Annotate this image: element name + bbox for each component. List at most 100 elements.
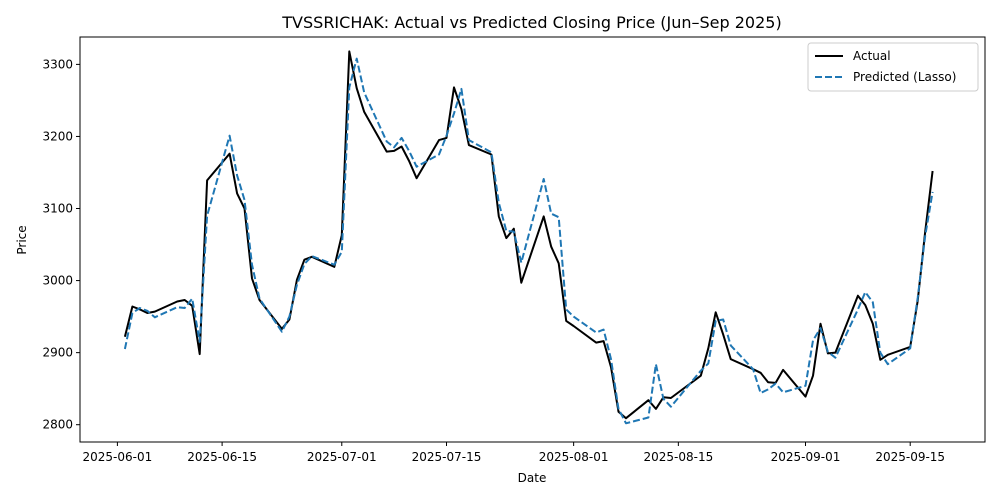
legend-box bbox=[807, 42, 979, 92]
data-point bbox=[505, 237, 507, 239]
data-point bbox=[356, 87, 358, 89]
data-point bbox=[647, 417, 649, 419]
data-point bbox=[363, 92, 365, 94]
plot-area bbox=[79, 36, 986, 443]
data-point bbox=[468, 139, 470, 141]
data-point bbox=[625, 422, 627, 424]
data-point bbox=[176, 301, 178, 303]
data-point bbox=[348, 86, 350, 88]
x-tick-label: 2025-09-15 bbox=[875, 450, 945, 464]
data-point bbox=[206, 215, 208, 217]
data-point bbox=[603, 329, 605, 331]
data-point bbox=[767, 381, 769, 383]
y-tick-label: 3300 bbox=[42, 57, 73, 71]
data-point bbox=[251, 277, 253, 279]
data-point bbox=[550, 213, 552, 215]
data-point bbox=[460, 88, 462, 90]
data-point bbox=[670, 406, 672, 408]
y-axis: 2800 2900 3000 3100 3200 3300 bbox=[42, 57, 80, 432]
data-point bbox=[700, 375, 702, 377]
data-point bbox=[199, 353, 201, 355]
data-point bbox=[730, 358, 732, 360]
data-point bbox=[408, 150, 410, 152]
data-point bbox=[834, 357, 836, 359]
data-point bbox=[131, 312, 133, 314]
data-point bbox=[154, 316, 156, 318]
data-point bbox=[191, 298, 193, 300]
data-point bbox=[236, 192, 238, 194]
data-point bbox=[827, 351, 829, 353]
y-tick-label: 3100 bbox=[42, 202, 73, 216]
data-point bbox=[603, 340, 605, 342]
data-point bbox=[618, 411, 620, 413]
data-point bbox=[393, 146, 395, 148]
data-point bbox=[520, 262, 522, 264]
data-point bbox=[206, 179, 208, 181]
data-point bbox=[670, 397, 672, 399]
series-layer bbox=[123, 50, 934, 425]
data-point bbox=[401, 137, 403, 139]
data-point bbox=[932, 170, 934, 172]
data-point bbox=[715, 311, 717, 313]
data-point bbox=[647, 399, 649, 401]
x-tick-label: 2025-06-01 bbox=[83, 450, 153, 464]
data-point bbox=[864, 291, 866, 293]
series-line-predicted bbox=[123, 57, 934, 425]
x-tick-label: 2025-07-15 bbox=[412, 450, 482, 464]
data-point bbox=[236, 174, 238, 176]
data-point bbox=[565, 320, 567, 322]
data-point bbox=[715, 320, 717, 322]
data-point bbox=[909, 347, 911, 349]
data-point bbox=[124, 348, 126, 350]
data-point bbox=[655, 363, 657, 365]
data-point bbox=[401, 146, 403, 148]
data-point bbox=[229, 153, 231, 155]
data-point bbox=[288, 316, 290, 318]
data-point bbox=[610, 358, 612, 360]
data-point bbox=[229, 135, 231, 137]
data-point bbox=[438, 139, 440, 141]
data-point bbox=[917, 297, 919, 299]
data-point bbox=[505, 230, 507, 232]
data-point bbox=[550, 246, 552, 248]
data-point bbox=[296, 284, 298, 286]
data-point bbox=[625, 417, 627, 419]
data-point bbox=[333, 264, 335, 266]
series-line-actual bbox=[123, 50, 934, 420]
data-point bbox=[498, 202, 500, 204]
data-point bbox=[887, 363, 889, 365]
data-point bbox=[363, 111, 365, 113]
data-point bbox=[259, 298, 261, 300]
data-point bbox=[438, 154, 440, 156]
data-point bbox=[924, 235, 926, 237]
data-point bbox=[520, 282, 522, 284]
data-point bbox=[490, 151, 492, 153]
data-point bbox=[468, 144, 470, 146]
data-point bbox=[386, 151, 388, 153]
y-tick-label: 2900 bbox=[42, 346, 73, 360]
data-point bbox=[356, 58, 358, 60]
data-point bbox=[513, 228, 515, 230]
x-tick-label: 2025-08-01 bbox=[539, 450, 609, 464]
legend: Actual Predicted (Lasso) bbox=[807, 42, 979, 92]
legend-label-predicted: Predicted (Lasso) bbox=[853, 70, 956, 84]
data-point bbox=[184, 299, 186, 301]
data-point bbox=[820, 323, 822, 325]
data-point bbox=[446, 137, 448, 139]
data-point bbox=[393, 150, 395, 152]
x-tick-label: 2025-08-15 bbox=[643, 450, 713, 464]
data-point bbox=[879, 352, 881, 354]
data-point bbox=[872, 301, 874, 303]
data-point bbox=[131, 306, 133, 308]
data-point bbox=[864, 304, 866, 306]
data-point bbox=[543, 178, 545, 180]
data-point bbox=[565, 308, 567, 310]
data-point bbox=[244, 199, 246, 201]
data-point bbox=[558, 262, 560, 264]
data-point bbox=[573, 316, 575, 318]
data-point bbox=[834, 352, 836, 354]
data-point bbox=[767, 388, 769, 390]
data-point bbox=[416, 177, 418, 179]
data-point bbox=[146, 310, 148, 312]
